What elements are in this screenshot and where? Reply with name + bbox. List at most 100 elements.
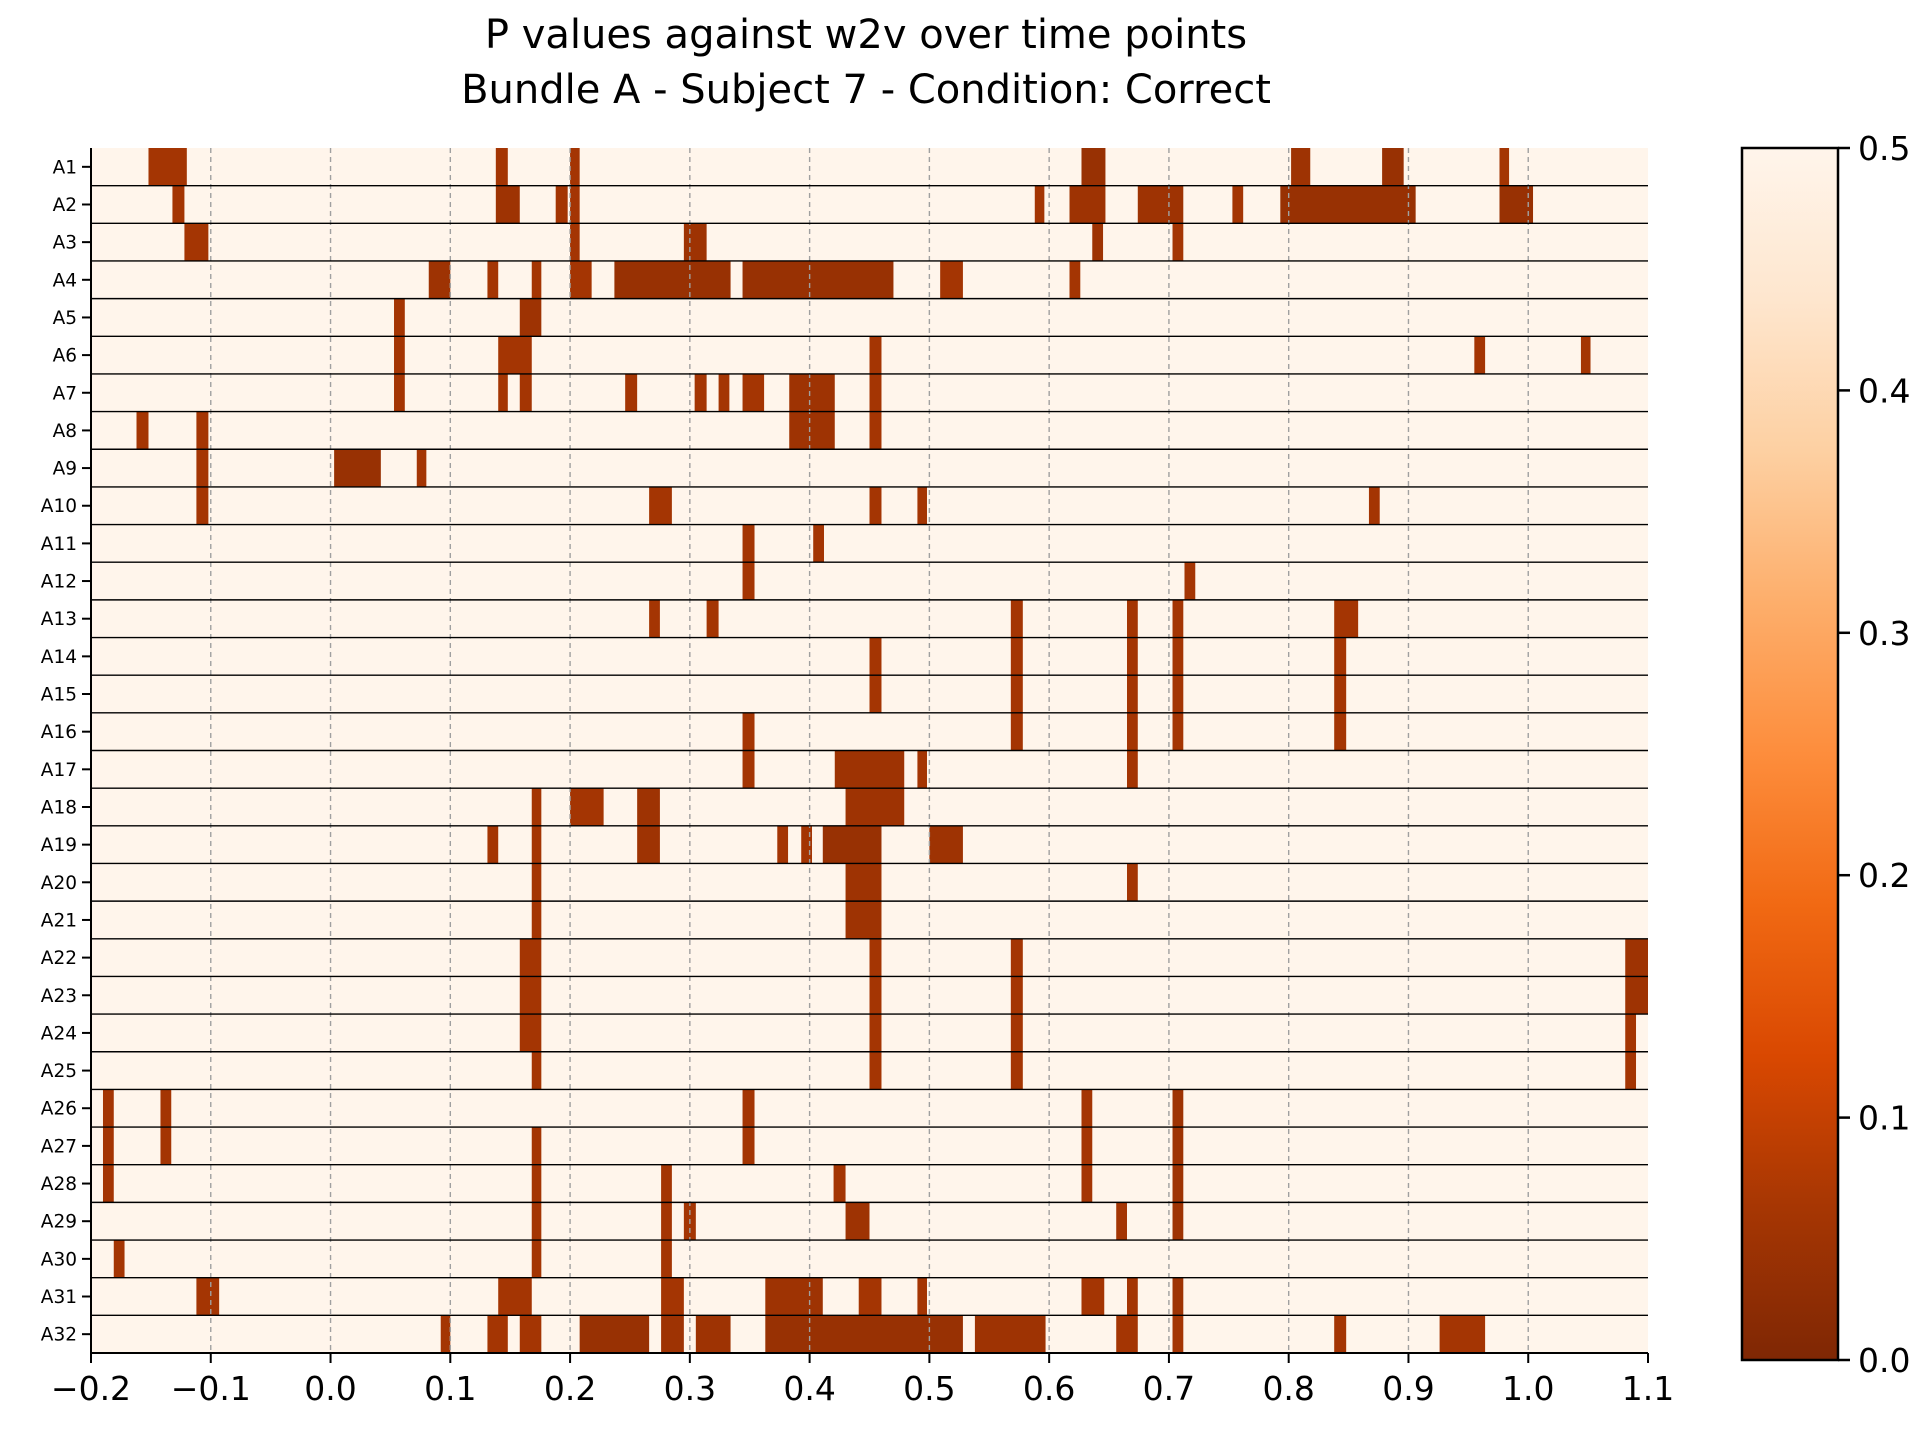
x-tick-label: 0.3 <box>664 1369 716 1408</box>
heatmap-cell-a8 <box>136 411 149 450</box>
heatmap-cell-a10 <box>196 486 209 525</box>
heatmap-cell-a30 <box>661 1240 672 1278</box>
heatmap-cell-a15 <box>1127 675 1138 713</box>
x-tick-label: 1.1 <box>1622 1369 1674 1408</box>
heatmap-cell-a4 <box>428 260 451 299</box>
heatmap-cell-a3 <box>570 223 580 261</box>
heatmap-cell-a23 <box>1010 976 1023 1015</box>
x-tick-label: 0.9 <box>1382 1369 1434 1408</box>
colorbar-tick-label: 0.0 <box>1858 1341 1910 1380</box>
heatmap-cell-a4 <box>531 260 542 299</box>
heatmap-cell-a27 <box>531 1127 542 1165</box>
heatmap-cell-a27 <box>102 1127 114 1165</box>
y-tick-label: A4 <box>53 270 77 291</box>
heatmap-cell-a6 <box>394 336 405 374</box>
y-tick-label: A17 <box>41 760 77 781</box>
heatmap-cell-a31 <box>196 1277 220 1316</box>
heatmap-cell-a5 <box>519 298 542 337</box>
y-tick-label: A8 <box>53 421 77 442</box>
heatmap-cell-a27 <box>160 1127 172 1165</box>
heatmap-cell-a11 <box>742 524 755 563</box>
heatmap-cell-a25 <box>531 1051 542 1090</box>
heatmap-cell-a2 <box>555 185 568 224</box>
heatmap-cell-a5 <box>394 298 405 337</box>
heatmap-cell-a9 <box>196 449 209 487</box>
heatmap-cell-a3 <box>184 223 209 261</box>
heatmap-cell-a11 <box>813 524 824 563</box>
y-tick-label: A19 <box>41 835 77 856</box>
heatmap-cell-a31 <box>858 1277 882 1316</box>
heatmap-cell-a25 <box>1010 1051 1023 1090</box>
heatmap-cell-a12 <box>1184 562 1196 600</box>
heatmap-cell-a13 <box>1010 599 1023 638</box>
y-tick-label: A12 <box>41 572 77 593</box>
heatmap-cell-a16 <box>1334 712 1347 751</box>
heatmap-cell-a32 <box>579 1315 650 1353</box>
heatmap-cell-a10 <box>869 486 882 525</box>
chart-title-line-1: P values against w2v over time points <box>485 12 1247 58</box>
heatmap-cell-a30 <box>113 1240 125 1278</box>
heatmap-cell-a1 <box>570 148 580 186</box>
heatmap-cell-a4 <box>1069 260 1081 299</box>
heatmap-cell-a13 <box>1172 599 1184 638</box>
heatmap-cell-a8 <box>196 411 209 450</box>
heatmap-cell-a3 <box>683 223 707 261</box>
y-tick-label: A27 <box>41 1136 77 1157</box>
heatmap-cell-a31 <box>765 1277 823 1316</box>
heatmap-cell-a14 <box>1172 637 1184 676</box>
heatmap-cell-a1 <box>1382 148 1404 186</box>
colorbar-tick-label: 0.4 <box>1858 371 1910 410</box>
heatmap-cell-a7 <box>694 373 707 412</box>
heatmap-cell-a19 <box>801 825 813 864</box>
heatmap-cell-a29 <box>1116 1202 1127 1241</box>
colorbar-gradient <box>1740 146 1840 1362</box>
heatmap-cell-a7 <box>869 373 882 412</box>
y-tick-label: A3 <box>53 233 77 254</box>
heatmap-cell-a6 <box>1580 336 1591 374</box>
heatmap-cell-a24 <box>869 1014 882 1052</box>
heatmap-cell-a26 <box>160 1089 172 1128</box>
heatmap-cell-a6 <box>498 336 532 374</box>
heatmap-cell-a4 <box>742 260 894 299</box>
heatmap-cell-a24 <box>519 1014 542 1052</box>
heatmap-cell-a21 <box>531 901 542 939</box>
heatmap-cell-a7 <box>498 373 508 412</box>
y-tick-label: A2 <box>53 195 77 216</box>
heatmap-cell-a6 <box>1474 336 1486 374</box>
heatmap-cell-a31 <box>917 1277 927 1316</box>
y-tick-label: A9 <box>53 459 77 480</box>
heatmap-cell-a4 <box>614 260 731 299</box>
heatmap-cell-a21 <box>845 901 882 939</box>
heatmap-cell-a31 <box>1127 1277 1138 1316</box>
heatmap-cell-a2 <box>570 185 580 224</box>
heatmap-cell-a29 <box>845 1202 870 1241</box>
heatmap-cell-a22 <box>1010 938 1023 977</box>
heatmap-cell-a8 <box>869 411 882 450</box>
heatmap-cell-a15 <box>869 675 882 713</box>
heatmap-cell-a13 <box>1127 599 1138 638</box>
x-tick-label: 0.2 <box>544 1369 596 1408</box>
heatmap-cell-a4 <box>487 260 499 299</box>
heatmap-cell-a18 <box>637 788 660 826</box>
y-tick-label: A26 <box>41 1099 77 1120</box>
heatmap-cell-a13 <box>706 599 719 638</box>
heatmap-cell-a17 <box>834 750 905 789</box>
heatmap-cell-a27 <box>742 1127 755 1165</box>
heatmap-cell-a32 <box>519 1315 542 1353</box>
heatmap-cell-a32 <box>1334 1315 1347 1353</box>
heatmap-cell-a9 <box>416 449 427 487</box>
y-tick-label: A30 <box>41 1249 77 1270</box>
heatmap-cell-a12 <box>742 562 755 600</box>
heatmap-cell-a23 <box>519 976 542 1015</box>
heatmap-cell-a18 <box>570 788 604 826</box>
heatmap-cell-a19 <box>777 825 789 864</box>
heatmap-cell-a8 <box>789 411 835 450</box>
y-tick-label: A28 <box>41 1174 77 1195</box>
x-tick-label: 0.6 <box>1023 1369 1075 1408</box>
heatmap-cell-a3 <box>1092 223 1104 261</box>
heatmap-cell-a32 <box>765 1315 963 1353</box>
x-tick-label: −0.1 <box>171 1369 251 1408</box>
heatmap-cell-a28 <box>1081 1164 1093 1203</box>
heatmap-cell-a15 <box>1172 675 1184 713</box>
colorbar: 0.0 0.1 0.2 0.3 0.4 0.5 <box>1740 129 1910 1380</box>
